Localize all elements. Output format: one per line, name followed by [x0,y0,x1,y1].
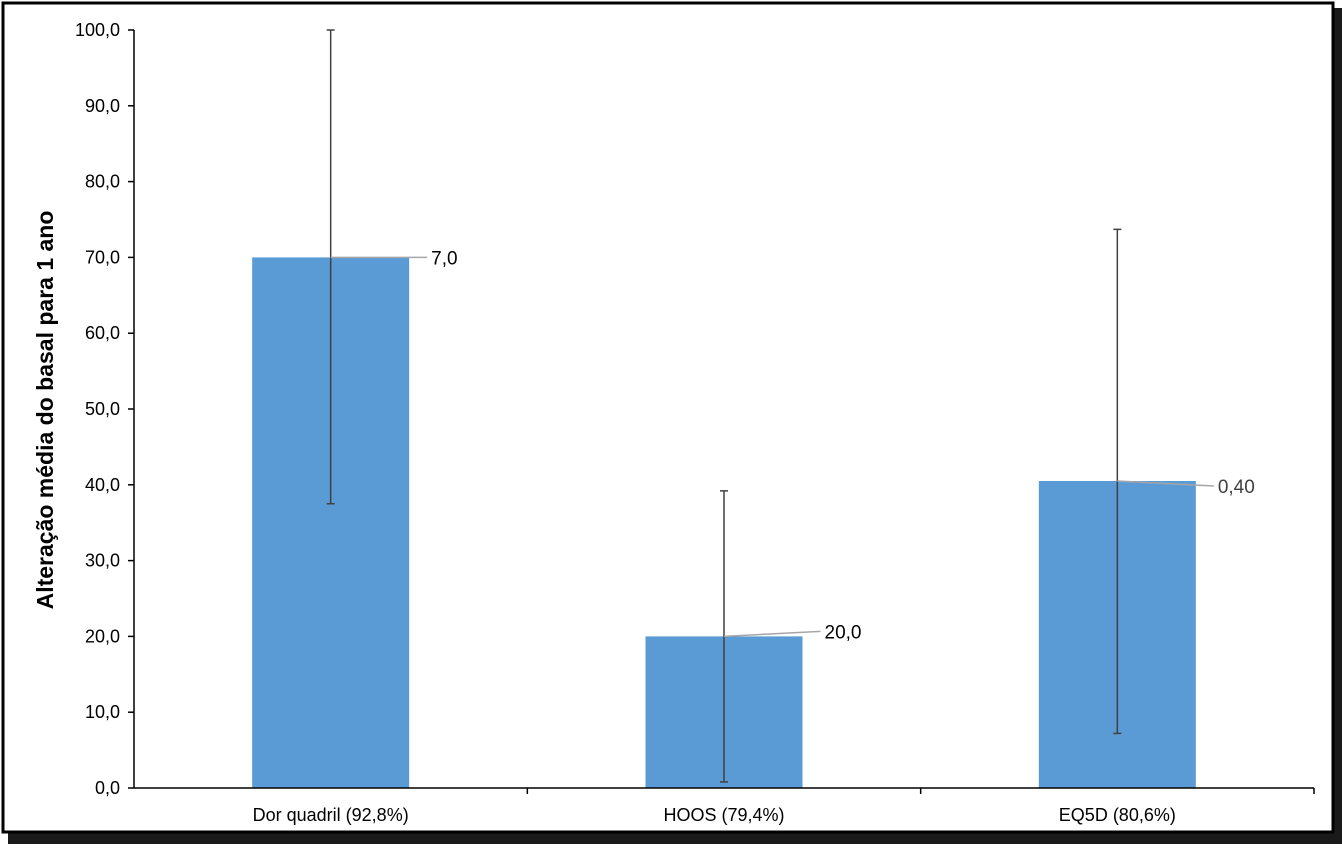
y-tick-label-3: 30,0 [85,551,120,571]
y-tick-label-1: 10,0 [85,702,120,722]
y-tick-label-4: 40,0 [85,475,120,495]
x-tick-label-1: HOOS (79,4%) [663,805,784,825]
y-tick-label-7: 70,0 [85,247,120,267]
leader-line-1 [723,630,821,638]
data-label-0: 7,0 [431,248,457,269]
x-tick-label-0: Dor quadril (92,8%) [253,805,409,825]
y-tick-label-10: 100,0 [75,20,120,40]
y-tick-label-0: 0,0 [95,778,120,798]
leader-line-2 [1117,480,1214,487]
y-tick-label-8: 80,0 [85,172,120,192]
y-tick-label-2: 20,0 [85,626,120,646]
y-axis-label: Alteração média do basal para 1 ano [32,211,58,610]
y-tick-label-5: 50,0 [85,399,120,419]
data-label-1: 20,0 [825,622,862,643]
x-tick-label-2: EQ5D (80,6%) [1059,805,1176,825]
data-label-2: 0,40 [1218,477,1255,498]
y-tick-label-9: 90,0 [85,96,120,116]
y-tick-label-6: 60,0 [85,323,120,343]
